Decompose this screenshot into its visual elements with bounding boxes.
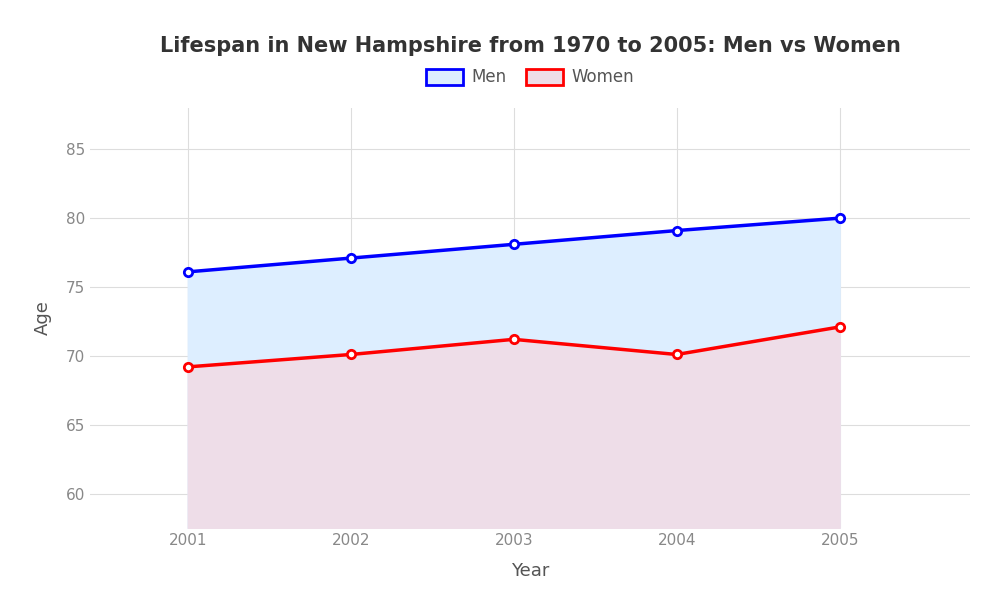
Men [345,254,357,262]
Y-axis label: Age: Age [34,301,52,335]
Women [508,336,520,343]
Men [508,241,520,248]
Men [834,215,846,222]
Women [182,363,194,370]
Line: Men: Men [184,214,844,276]
Men [671,227,683,234]
Line: Women: Women [184,323,844,371]
Title: Lifespan in New Hampshire from 1970 to 2005: Men vs Women: Lifespan in New Hampshire from 1970 to 2… [160,37,900,56]
Women [834,323,846,331]
Legend: Men, Women: Men, Women [419,62,641,93]
X-axis label: Year: Year [511,562,549,580]
Women [671,351,683,358]
Women [345,351,357,358]
Men [182,268,194,275]
